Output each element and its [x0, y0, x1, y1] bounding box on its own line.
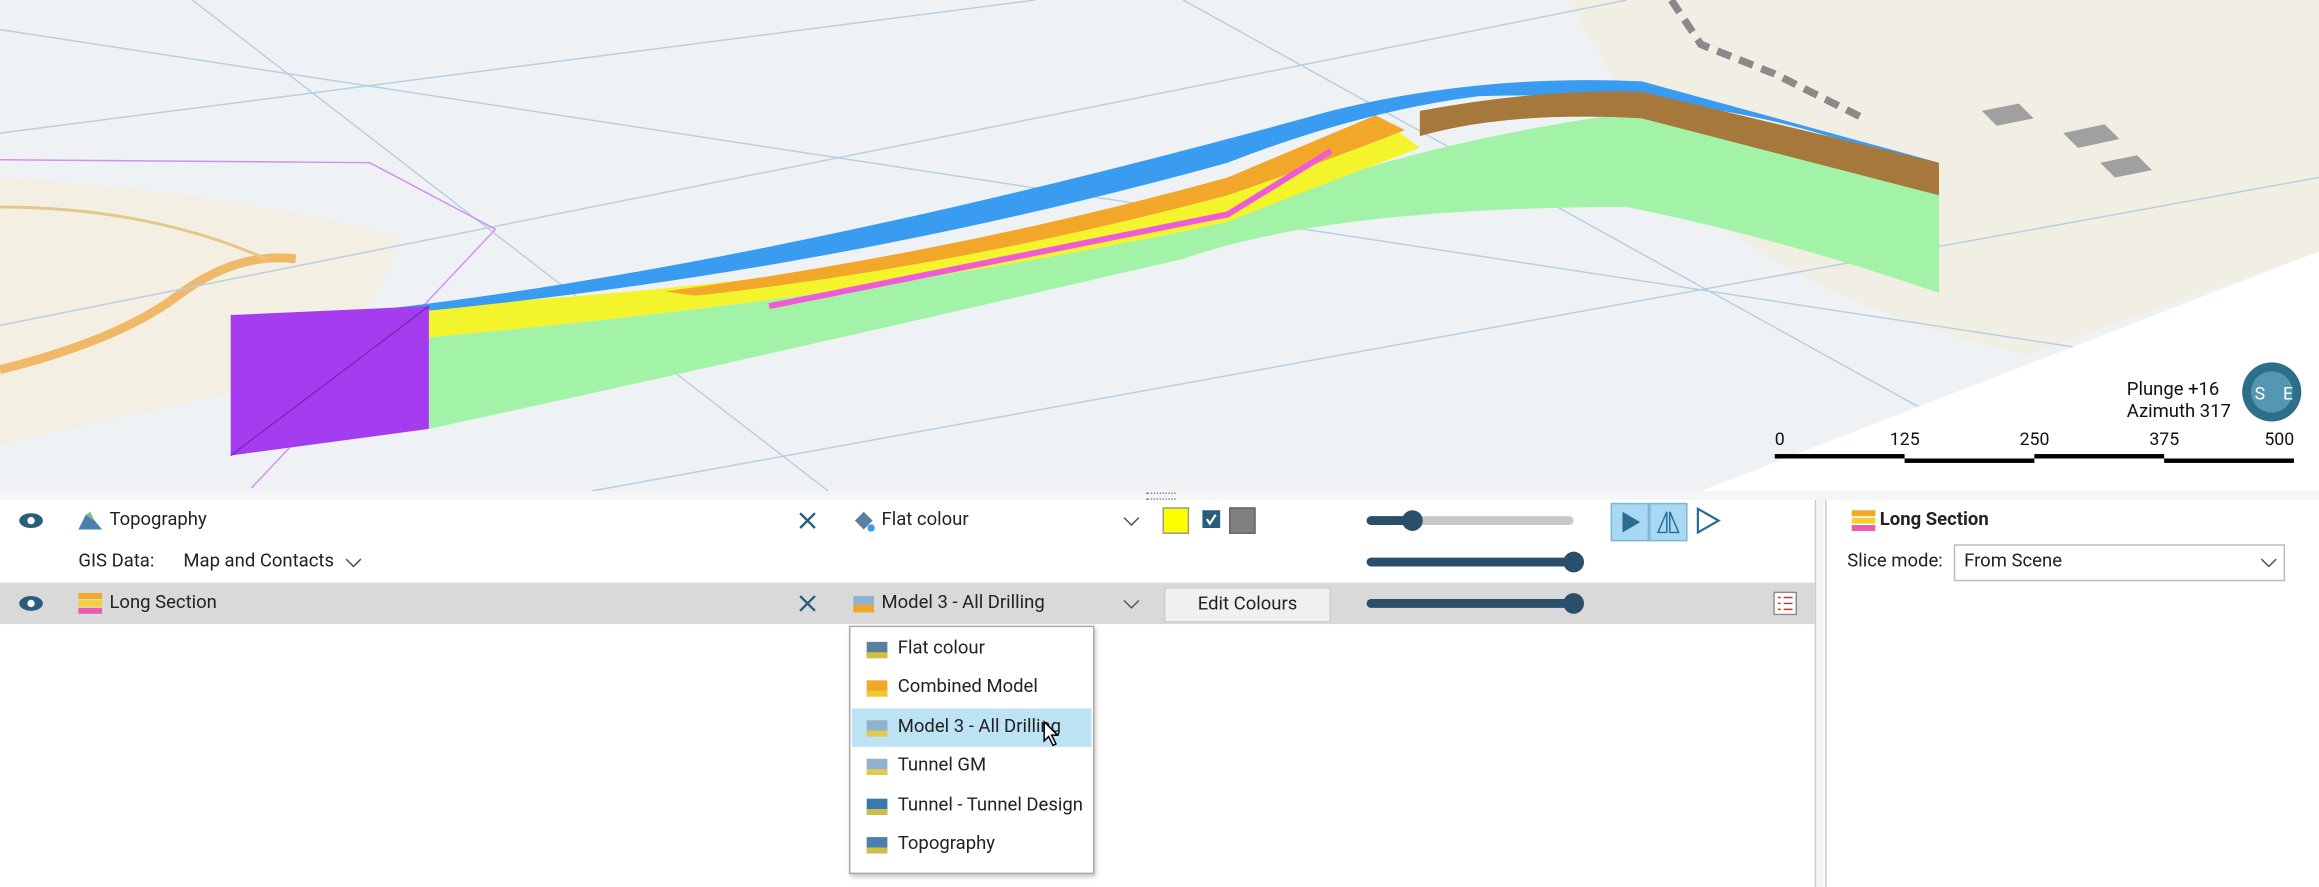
properties-title: Long Section — [1879, 508, 1989, 531]
slice-mode-value: From Scene — [1964, 550, 2063, 573]
remove-button[interactable] — [799, 595, 817, 613]
mouse-cursor — [1043, 719, 1060, 747]
scale-label: 125 — [1890, 430, 1920, 450]
slice-mode-select[interactable]: From Scene — [1953, 544, 2286, 582]
compass-letter: E — [2283, 384, 2293, 404]
colour-swatch[interactable] — [1229, 507, 1256, 534]
option-label: Combined Model — [897, 676, 1038, 699]
scale-segment — [1774, 454, 1905, 459]
opacity-slider[interactable] — [1366, 593, 1585, 614]
layers-panel: Topography Flat colour GIS Data: Map and… — [0, 499, 1817, 887]
option-label: Topography — [897, 832, 996, 855]
scale-label: 0 — [1775, 430, 1785, 450]
plunge-label: Plunge +16 — [2127, 378, 2220, 400]
gis-value[interactable]: Map and Contacts — [183, 550, 334, 573]
opacity-slider[interactable] — [1366, 551, 1585, 573]
checkbox[interactable] — [1202, 510, 1221, 529]
dropdown-option[interactable]: Tunnel GM — [852, 747, 1092, 785]
compass-letter: S — [2255, 384, 2266, 404]
colour-swatch[interactable] — [1162, 507, 1190, 534]
splitter[interactable] — [1816, 499, 1824, 887]
scale-segment — [1904, 458, 2035, 463]
slice-mode-label: Slice mode: — [1847, 550, 1943, 573]
scale-segment — [2164, 458, 2294, 463]
opacity-slider[interactable] — [1366, 510, 1574, 531]
dropdown-option[interactable]: Model 3 - All Drilling — [851, 708, 1092, 747]
edit-colours-button[interactable]: Edit Colours — [1163, 587, 1332, 623]
layer-name: Long Section — [109, 591, 217, 614]
scale-label: 250 — [2020, 430, 2050, 450]
scale-label: 500 — [2264, 430, 2294, 450]
properties-panel: Long Section Slice mode: From Scene — [1825, 499, 2319, 887]
gis-label: GIS Data: — [78, 550, 155, 573]
layer-row[interactable]: Long Section Model 3 - All Drilling Edit… — [0, 582, 1815, 625]
dropdown-option[interactable]: Topography — [852, 825, 1092, 863]
splitter[interactable] — [0, 491, 2319, 500]
option-label: Tunnel GM — [897, 754, 987, 777]
dropdown-menu: Flat colour Combined Model Model 3 - All D… — [848, 625, 1095, 875]
azimuth-label: Azimuth 317 — [2127, 400, 2231, 422]
layer-row[interactable]: Topography Flat colour — [0, 500, 1815, 542]
dropdown-option[interactable]: Tunnel - Tunnel Design — [852, 786, 1092, 824]
option-label: Tunnel - Tunnel Design — [897, 793, 1083, 816]
colour-mode[interactable]: Flat colour — [881, 508, 969, 531]
layer-name: Topography — [109, 508, 207, 531]
option-label: Model 3 - All Drilling — [897, 715, 1062, 738]
mirror-button[interactable] — [1649, 502, 1688, 542]
colour-mode[interactable]: Model 3 - All Drilling — [881, 591, 1045, 614]
gis-row: GIS Data: Map and Contacts — [0, 541, 1815, 582]
step-button[interactable] — [1693, 506, 1723, 536]
scale-label: 375 — [2149, 430, 2179, 450]
scale-segment — [2034, 454, 2165, 459]
legend-button[interactable] — [1773, 591, 1797, 616]
dropdown-option[interactable]: Combined Model — [852, 669, 1092, 707]
scene-viewport: Plunge +16 Azimuth 317 S E 0 125 250 375 500 — [0, 0, 2319, 492]
remove-button[interactable] — [799, 512, 817, 530]
option-label: Flat colour — [897, 637, 985, 660]
play-button[interactable] — [1610, 502, 1650, 542]
dropdown-option[interactable]: Flat colour — [852, 630, 1092, 668]
